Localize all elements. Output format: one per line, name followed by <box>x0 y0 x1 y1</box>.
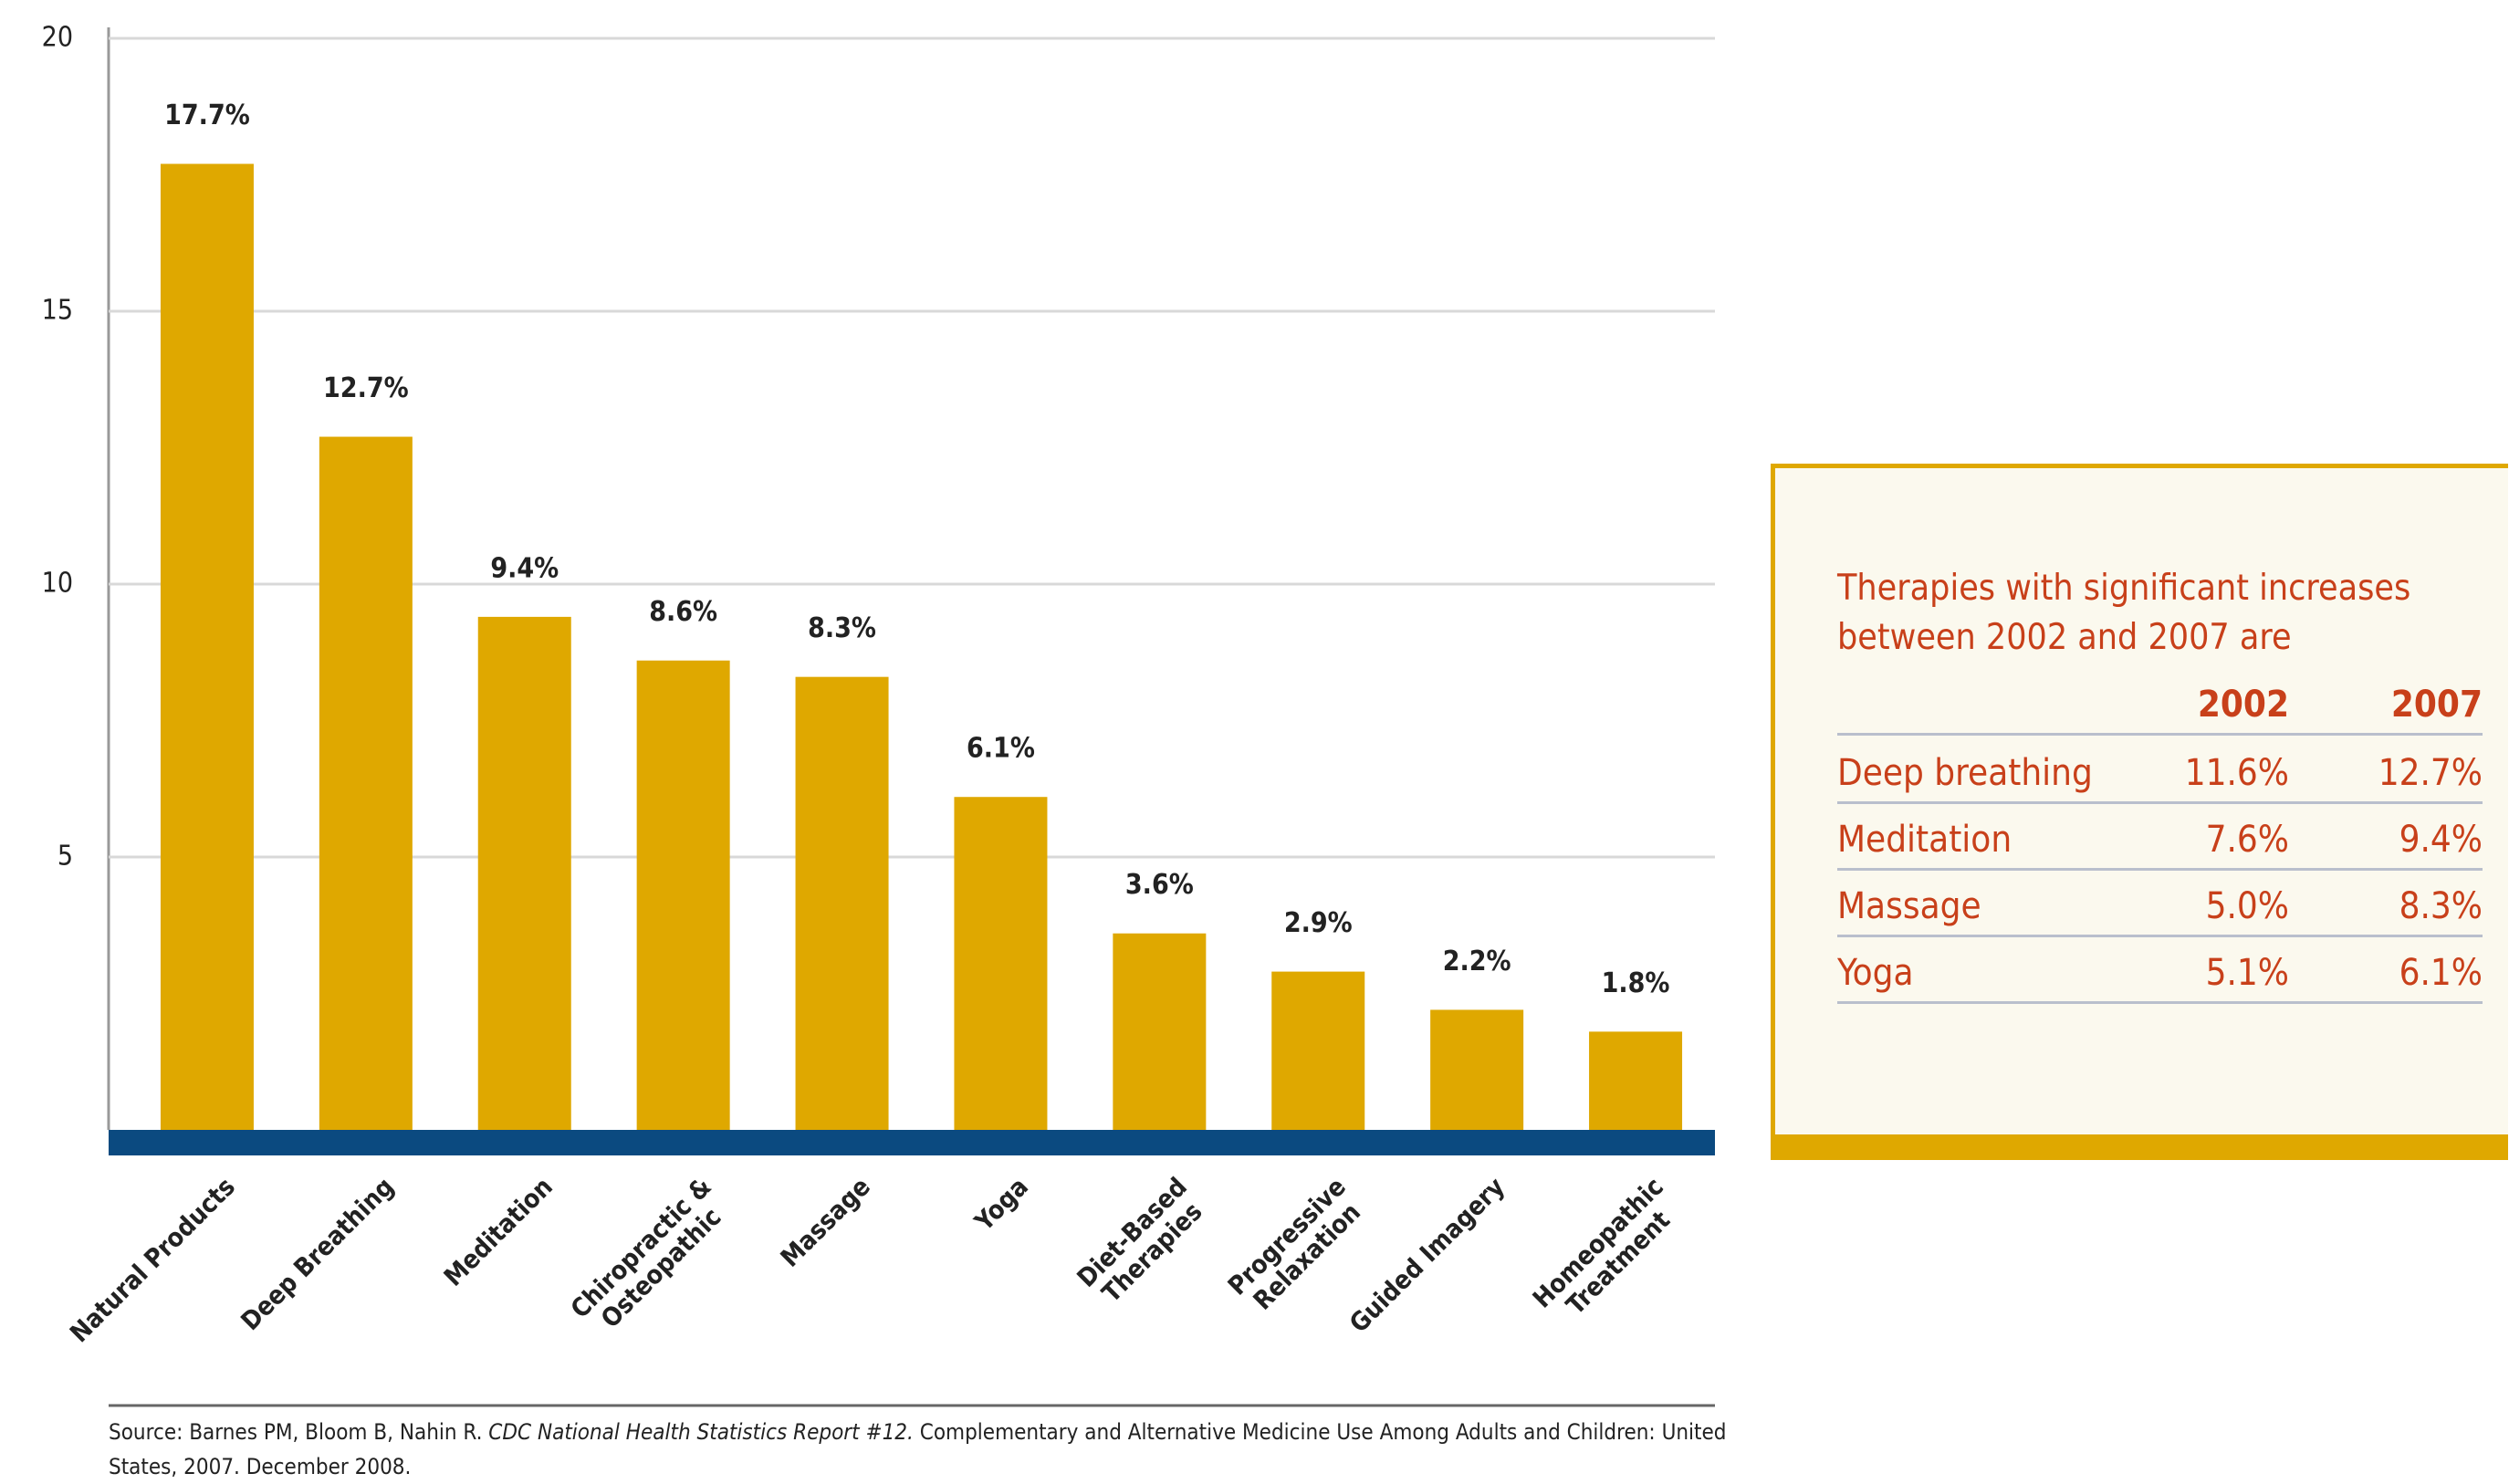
table-cell: Yoga <box>1837 952 1914 994</box>
y-tick-label: 10 <box>42 568 73 600</box>
source: Source: Barnes PM, Bloom B, Nahin R. CDC… <box>109 1415 1733 1484</box>
bar <box>1430 1009 1524 1130</box>
bar <box>1271 971 1365 1130</box>
callout-box: Therapies with significant increases bet… <box>1771 464 2508 1160</box>
y-tick-label: 5 <box>57 841 73 873</box>
data-label: 2.9% <box>1284 907 1353 939</box>
table-cell: Massage <box>1837 885 1981 927</box>
table-cell: 6.1% <box>2399 952 2483 994</box>
bar <box>636 660 730 1130</box>
bar <box>795 676 889 1130</box>
table-cell: 5.0% <box>2205 885 2289 927</box>
table-cell: 5.1% <box>2205 952 2289 994</box>
table-cell: Meditation <box>1837 819 2012 861</box>
data-label: 3.6% <box>1125 869 1194 901</box>
data-label: 8.6% <box>649 596 717 628</box>
data-label: 8.3% <box>808 612 876 644</box>
y-tick-label: 15 <box>42 295 73 327</box>
table-cell: 11.6% <box>2184 752 2289 794</box>
source-text: Source: Barnes PM, Bloom B, Nahin R. <box>109 1419 489 1445</box>
data-label: 17.7% <box>164 99 250 131</box>
y-tick-label: 20 <box>42 22 73 54</box>
bar <box>1589 1031 1683 1130</box>
table-row: Deep breathing 11.6% 12.7% <box>1837 736 2483 804</box>
table-cell: 7.6% <box>2205 819 2289 861</box>
data-label: 1.8% <box>1602 967 1670 999</box>
baseline <box>109 1130 1715 1155</box>
source-text: Complementary and Alternative Medicine U… <box>109 1419 1727 1479</box>
table-row: Massage 5.0% 8.3% <box>1837 869 2483 937</box>
table-header: 2002 2007 <box>1837 667 2483 736</box>
bar <box>319 436 413 1130</box>
column-header: 2002 <box>2197 684 2289 726</box>
table-row: Meditation 7.6% 9.4% <box>1837 802 2483 871</box>
table-cell: 12.7% <box>2378 752 2483 794</box>
bar <box>160 163 254 1130</box>
bar <box>477 616 571 1130</box>
data-label: 6.1% <box>967 733 1035 765</box>
table-row: Yoga 5.1% 6.1% <box>1837 935 2483 1004</box>
table-cell: Deep breathing <box>1837 752 2093 794</box>
data-label: 2.2% <box>1443 946 1511 977</box>
table-cell: 9.4% <box>2399 819 2483 861</box>
table-cell: 8.3% <box>2399 885 2483 927</box>
data-label: 9.4% <box>490 552 559 584</box>
source-text: CDC National Health Statistics Report #1… <box>488 1419 914 1445</box>
callout-title: Therapies with significant increases bet… <box>1837 568 2411 658</box>
data-label: 12.7% <box>323 372 409 404</box>
bar <box>954 797 1048 1130</box>
column-header: 2007 <box>2390 684 2483 726</box>
bar <box>1113 933 1207 1130</box>
